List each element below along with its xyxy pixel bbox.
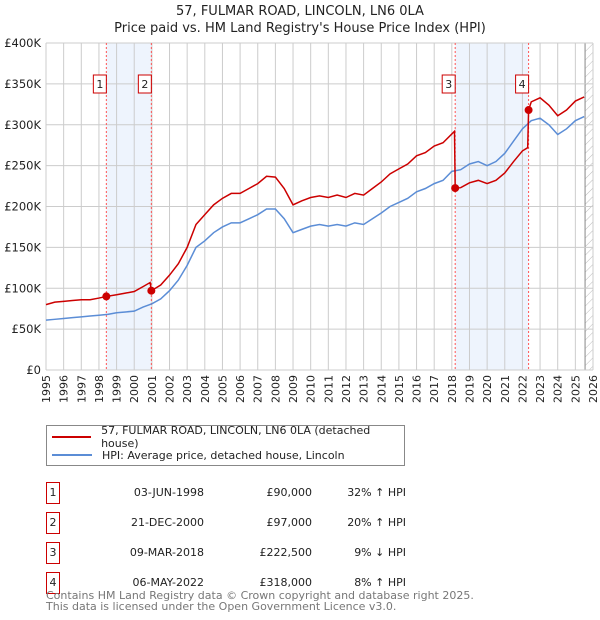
series-line xyxy=(45,115,585,321)
x-tick-label: 2014 xyxy=(375,375,388,403)
sale-number-badge: 1 xyxy=(46,482,60,504)
legend: 57, FULMAR ROAD, LINCOLN, LN6 0LA (detac… xyxy=(46,424,405,466)
y-tick-label: £150K xyxy=(4,240,41,254)
x-tick-label: 2026 xyxy=(587,375,600,403)
series-line xyxy=(45,96,585,306)
x-tick-label: 2020 xyxy=(481,375,494,403)
sale-row: 4 06-MAY-2022 £318,000 8% ↑ HPI xyxy=(46,572,406,594)
sale-point xyxy=(451,184,460,193)
y-tick-label: £250K xyxy=(4,159,41,173)
price-chart: 1995 1996 1997 1998 1999 2000 2001 2002 2003 2004… xyxy=(4,36,600,403)
footer-licence: This data is licensed under the Open Gov… xyxy=(46,600,397,613)
sale-price: £222,500 xyxy=(259,546,313,559)
x-tick-label: 2006 xyxy=(234,375,247,403)
y-tick-label: £300K xyxy=(4,118,41,132)
x-tick-label: 2023 xyxy=(534,375,547,403)
sale-number-box xyxy=(441,74,456,94)
x-tick-label: 2002 xyxy=(164,375,177,403)
y-tick-label: £100K xyxy=(4,281,41,295)
y-tick-label: £200K xyxy=(4,200,41,214)
x-tick-label: 1997 xyxy=(75,375,88,403)
x-tick-label: 2021 xyxy=(499,375,512,403)
sale-row: 2 21-DEC-2000 £97,000 20% ↑ HPI xyxy=(46,512,406,534)
legend-swatch-red xyxy=(52,436,92,438)
x-tick-label: 2017 xyxy=(428,375,441,403)
sale-number-box xyxy=(137,74,152,94)
legend-item-hpi: HPI: Average price, detached house, Linc… xyxy=(52,447,345,463)
chart-subtitle: Price paid vs. HM Land Registry's House … xyxy=(114,21,486,36)
y-tick-label: £0 xyxy=(26,363,41,377)
legend-label: HPI: Average price, detached house, Linc… xyxy=(102,448,345,462)
sale-point xyxy=(524,106,533,115)
x-tick-label: 1999 xyxy=(111,375,124,403)
x-tick-label: 2024 xyxy=(552,375,565,403)
x-tick-label: 2003 xyxy=(181,375,194,403)
chart-title: 57, FULMAR ROAD, LINCOLN, LN6 0LA xyxy=(176,4,424,19)
x-tick-label: 2001 xyxy=(146,375,159,403)
sale-number-badge: 3 xyxy=(46,542,60,564)
sale-number-label: 1 xyxy=(96,78,103,91)
sale-hpi-diff: 20% ↑ HPI xyxy=(347,516,406,529)
sale-row: 1 03-JUN-1998 £90,000 32% ↑ HPI xyxy=(46,482,406,504)
x-tick-label: 2004 xyxy=(199,375,212,403)
sale-number-box xyxy=(92,74,107,94)
footer-copyright: Contains HM Land Registry data © Crown c… xyxy=(46,589,474,602)
sale-number-label: 3 xyxy=(445,78,452,91)
sale-point xyxy=(147,286,156,295)
x-tick-label: 2012 xyxy=(340,375,353,403)
x-tick-label: 2009 xyxy=(287,375,300,403)
sale-price: £97,000 xyxy=(266,516,313,529)
sale-number-badge: 4 xyxy=(46,572,60,594)
sale-date: 06-MAY-2022 xyxy=(132,576,204,589)
sale-row: 3 09-MAR-2018 £222,500 9% ↓ HPI xyxy=(46,542,406,564)
sale-date: 09-MAR-2018 xyxy=(129,546,204,559)
x-tick-label: 2005 xyxy=(216,375,229,403)
y-tick-label: £350K xyxy=(4,77,41,91)
sale-hpi-diff: 32% ↑ HPI xyxy=(347,486,406,499)
y-tick-label: £400K xyxy=(4,36,41,50)
x-tick-label: 2013 xyxy=(358,375,371,403)
sale-number-label: 2 xyxy=(141,78,148,91)
sale-date: 03-JUN-1998 xyxy=(133,486,204,499)
x-tick-label: 2025 xyxy=(569,375,582,403)
y-tick-label: £50K xyxy=(12,322,42,336)
x-tick-label: 2008 xyxy=(269,375,282,403)
x-tick-label: 2018 xyxy=(446,375,459,403)
x-tick-label: 2011 xyxy=(322,375,335,403)
sale-price: £318,000 xyxy=(259,576,313,589)
x-tick-label: 2015 xyxy=(393,375,406,403)
sale-number-badge: 2 xyxy=(46,512,60,534)
x-tick-label: 1998 xyxy=(93,375,106,403)
legend-swatch-blue xyxy=(52,454,92,456)
x-tick-label: 1996 xyxy=(58,375,71,403)
sale-hpi-diff: 9% ↓ HPI xyxy=(354,546,406,559)
x-tick-label: 2007 xyxy=(252,375,265,403)
sale-price: £90,000 xyxy=(266,486,313,499)
x-tick-label: 2010 xyxy=(305,375,318,403)
x-tick-label: 2000 xyxy=(128,375,141,403)
sale-hpi-diff: 8% ↑ HPI xyxy=(354,576,406,589)
legend-item-property: 57, FULMAR ROAD, LINCOLN, LN6 0LA (detac… xyxy=(52,424,404,450)
sale-point xyxy=(102,292,111,301)
x-tick-label: 1995 xyxy=(40,375,53,403)
sale-number-box xyxy=(515,74,530,94)
x-tick-label: 2016 xyxy=(411,375,424,403)
x-tick-label: 2022 xyxy=(516,375,529,403)
x-tick-label: 2019 xyxy=(463,375,476,403)
sale-date: 21-DEC-2000 xyxy=(130,516,204,529)
legend-label: 57, FULMAR ROAD, LINCOLN, LN6 0LA (detac… xyxy=(101,424,371,450)
sale-number-label: 4 xyxy=(519,78,526,91)
